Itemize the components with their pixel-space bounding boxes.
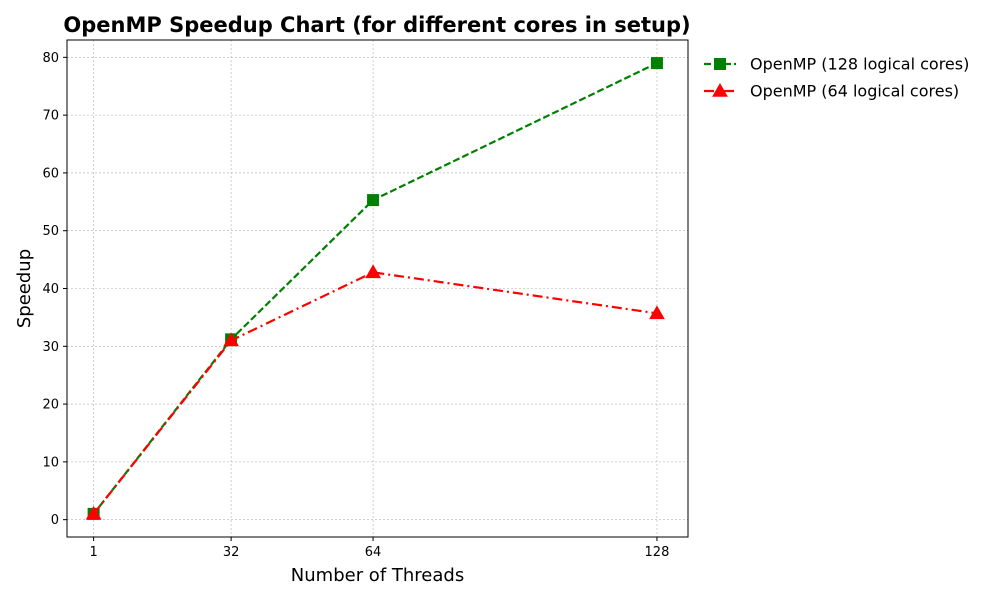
legend-entry-1: OpenMP (64 logical cores) — [704, 82, 959, 101]
data-point-0-2 — [367, 194, 380, 207]
legend-marker — [714, 58, 726, 70]
legend-label: OpenMP (128 logical cores) — [750, 55, 969, 74]
y-tick-label: 20 — [42, 398, 59, 413]
y-tick-label: 80 — [42, 51, 59, 66]
x-tick-label: 64 — [365, 545, 382, 560]
legend-label: OpenMP (64 logical cores) — [750, 82, 959, 101]
data-point-1-0 — [85, 505, 102, 520]
data-point-1-1 — [223, 332, 239, 347]
y-tick-label: 10 — [42, 455, 59, 470]
y-tick-label: 40 — [42, 282, 59, 297]
series-1 — [85, 264, 665, 520]
axes: 0 10 20 30 40 50 60 70 80 1 32 64 128 — [42, 51, 669, 560]
series-line-0 — [92, 62, 658, 515]
x-tick-label: 1 — [89, 545, 97, 560]
y-axis-label: Speedup — [14, 249, 35, 328]
y-tick-label: 50 — [42, 224, 59, 239]
data-point-0-3 — [650, 57, 663, 70]
y-tick-label: 0 — [51, 513, 59, 528]
data-point-1-3 — [649, 305, 665, 320]
legend-marker — [712, 82, 728, 97]
series-line-1 — [92, 271, 658, 515]
x-tick-label: 128 — [645, 545, 670, 560]
x-tick-label: 32 — [223, 545, 240, 560]
x-axis-label: Number of Threads — [291, 565, 464, 586]
legend: OpenMP (128 logical cores) OpenMP (64 log… — [704, 55, 969, 101]
y-tick-label: 30 — [42, 340, 59, 355]
y-tick-label: 60 — [42, 166, 59, 181]
chart-title: OpenMP Speedup Chart (for different core… — [63, 13, 690, 37]
y-tick-label: 70 — [42, 109, 59, 124]
grid — [67, 40, 688, 537]
series-layer — [85, 57, 665, 520]
legend-entry-0: OpenMP (128 logical cores) — [704, 55, 969, 74]
data-point-1-2 — [365, 264, 381, 279]
